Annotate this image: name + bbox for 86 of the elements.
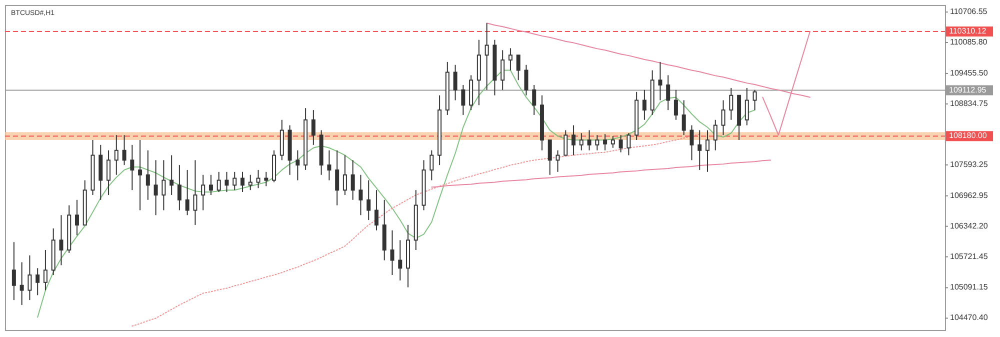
candlestick — [43, 249, 48, 291]
candlestick — [311, 110, 316, 146]
candlestick — [335, 150, 340, 206]
y-tick-label: 110706.55 — [950, 7, 988, 16]
candlestick — [264, 171, 268, 187]
candlestick — [698, 130, 702, 170]
candlestick — [146, 150, 150, 200]
candlestick — [626, 132, 631, 156]
candlestick — [74, 199, 79, 236]
candlestick — [12, 242, 16, 301]
candlestick — [461, 84, 466, 116]
candlestick — [618, 134, 623, 153]
candlestick — [216, 171, 221, 193]
candlestick — [690, 124, 694, 161]
candlestick — [114, 134, 118, 176]
candlestick — [232, 171, 237, 191]
candlestick — [36, 268, 40, 296]
candlestick — [201, 174, 206, 211]
candlestick — [106, 150, 111, 196]
ref-line-label: 110310.12 — [949, 26, 987, 36]
candlestick — [208, 174, 213, 196]
y-tick-label: 106962.95 — [950, 190, 988, 200]
candlestick — [240, 171, 244, 193]
candlestick — [162, 160, 166, 211]
candlestick — [59, 214, 64, 266]
ref-line-label: 108180.00 — [949, 131, 988, 140]
candlestick — [587, 130, 592, 151]
y-tick-label: 105721.45 — [950, 252, 988, 261]
candlestick — [524, 64, 528, 96]
y-tick-label: 109455.50 — [950, 68, 988, 78]
candlestick — [20, 262, 24, 306]
candlestick — [642, 89, 646, 120]
candlestick — [674, 89, 678, 120]
candlestick — [185, 169, 190, 216]
candlestick — [358, 174, 363, 216]
candlestick — [122, 134, 126, 166]
candlestick — [666, 74, 670, 111]
y-tick-label: 110085.80 — [950, 38, 988, 47]
candlestick — [658, 61, 662, 101]
candlestick — [256, 169, 260, 189]
candlestick — [752, 89, 757, 111]
candlestick — [484, 22, 489, 90]
candlestick — [224, 171, 229, 193]
candlestick — [453, 64, 458, 101]
candlestick — [170, 154, 174, 196]
candlestick — [548, 140, 552, 176]
candlestick — [595, 134, 600, 151]
y-tick-label: 104470.40 — [950, 313, 988, 322]
candlestick — [729, 87, 734, 120]
y-tick-label: 107593.25 — [950, 160, 988, 169]
candlestick — [564, 130, 568, 156]
candlestick — [682, 100, 686, 136]
candlestick — [130, 144, 134, 191]
candlestick — [603, 134, 608, 151]
candlestick — [327, 150, 332, 181]
y-tick-label: 108834.75 — [950, 98, 988, 108]
candlestick — [390, 230, 394, 276]
candlestick — [193, 160, 198, 226]
candlestick — [610, 136, 615, 148]
candlestick — [500, 50, 505, 90]
ref-line-label: 109112.95 — [949, 85, 987, 94]
candlestick — [579, 132, 584, 151]
line-series — [431, 160, 772, 188]
candlestick — [366, 180, 371, 221]
candlestick — [28, 254, 32, 301]
y-tick-label: 106342.20 — [950, 221, 988, 230]
candlestick — [430, 150, 434, 181]
candlestick — [572, 124, 576, 156]
candlestick — [721, 100, 726, 136]
candlestick — [516, 54, 520, 81]
candlestick — [532, 84, 536, 116]
candlestick — [508, 48, 512, 71]
candlestick — [713, 119, 718, 151]
candlestick — [706, 130, 710, 172]
candlestick — [374, 190, 378, 231]
candlestick — [296, 150, 300, 181]
candlestick — [398, 240, 402, 281]
candlestick — [154, 160, 158, 216]
candlestick — [248, 174, 252, 191]
candlestick — [350, 160, 355, 200]
candlestick — [342, 154, 347, 196]
y-tick-label: 105091.15 — [950, 282, 988, 292]
candlestick — [556, 150, 560, 172]
candlestick — [138, 140, 142, 211]
candlestick — [177, 164, 182, 211]
candlestick — [744, 87, 749, 126]
